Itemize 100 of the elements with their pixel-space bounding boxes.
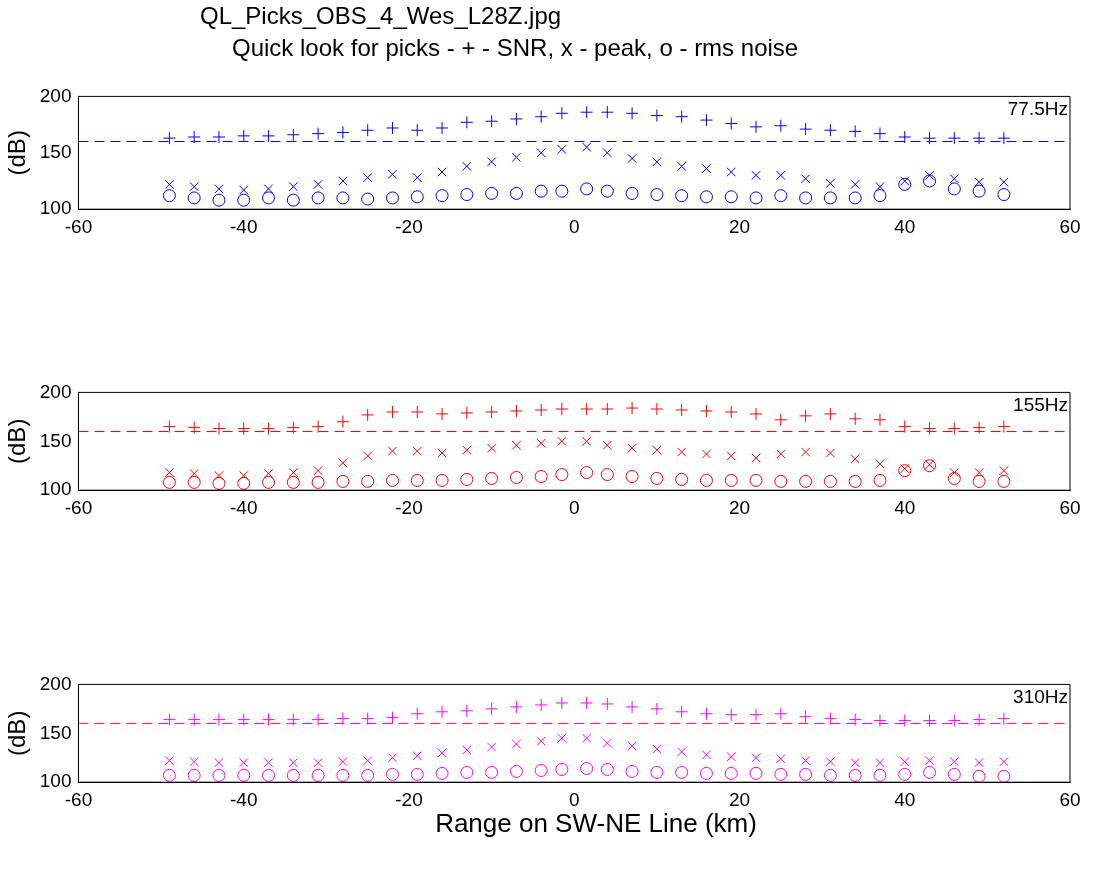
- point: [675, 705, 689, 719]
- point: [699, 707, 713, 721]
- point: [536, 736, 546, 746]
- point: [361, 768, 375, 782]
- point: [311, 191, 325, 205]
- point: [462, 161, 472, 172]
- point: [974, 177, 984, 187]
- point: [311, 127, 325, 141]
- point: [652, 744, 662, 754]
- point: [162, 131, 176, 145]
- point: [361, 408, 375, 422]
- point: [749, 191, 763, 205]
- point: [437, 448, 447, 458]
- point: [699, 113, 713, 127]
- point: [262, 129, 276, 143]
- point: [237, 193, 251, 207]
- point: [336, 415, 350, 429]
- point: [675, 189, 689, 203]
- point: [898, 420, 912, 434]
- point: [162, 713, 176, 727]
- point: [239, 757, 249, 768]
- point: [923, 174, 937, 188]
- point: [187, 768, 201, 782]
- point: [580, 105, 594, 119]
- point: [898, 714, 912, 728]
- point: [581, 142, 592, 152]
- point: [385, 405, 399, 419]
- point: [701, 449, 712, 459]
- point: [823, 474, 837, 488]
- point: [650, 765, 664, 779]
- point: [972, 184, 986, 198]
- point: [627, 443, 637, 453]
- point: [534, 698, 548, 712]
- point: [509, 764, 523, 778]
- x-tick-label: -40: [230, 496, 258, 518]
- point: [288, 467, 299, 478]
- point: [898, 464, 912, 478]
- point: [534, 110, 548, 124]
- point: [311, 713, 325, 727]
- y-tick-label: 150: [39, 141, 72, 163]
- point: [555, 184, 569, 198]
- point: [749, 708, 763, 722]
- point: [900, 176, 910, 186]
- point: [555, 468, 569, 482]
- point: [212, 713, 226, 727]
- point: [485, 114, 499, 128]
- point: [237, 476, 251, 490]
- point: [898, 767, 912, 781]
- y-tick-label: 200: [39, 84, 72, 106]
- point: [997, 131, 1011, 145]
- point: [462, 745, 472, 755]
- point: [650, 471, 664, 485]
- point: [974, 467, 984, 478]
- point: [189, 468, 199, 479]
- x-tick-label: 40: [894, 496, 916, 518]
- point: [924, 755, 935, 766]
- point: [776, 753, 786, 764]
- point: [263, 757, 274, 768]
- point: [385, 121, 399, 135]
- point: [799, 767, 813, 781]
- point: [850, 757, 860, 768]
- x-axis-title: Range on SW-NE Line (km): [434, 808, 758, 839]
- point: [460, 406, 474, 420]
- point: [999, 465, 1009, 476]
- point: [600, 697, 614, 711]
- point: [625, 470, 639, 484]
- point: [823, 123, 837, 137]
- point: [286, 713, 300, 727]
- point: [949, 467, 960, 478]
- point: [509, 112, 523, 126]
- point: [774, 413, 788, 427]
- point: [262, 475, 276, 489]
- point: [486, 443, 497, 453]
- point: [286, 475, 300, 489]
- x-tick-label: 20: [728, 215, 751, 237]
- point: [162, 189, 176, 203]
- point: [726, 451, 736, 461]
- point: [412, 751, 423, 761]
- point: [164, 467, 175, 478]
- point: [724, 116, 738, 130]
- point: [800, 174, 811, 184]
- point: [751, 453, 761, 463]
- point: [435, 189, 449, 203]
- point: [557, 733, 567, 743]
- point: [237, 422, 251, 436]
- point: [602, 148, 613, 158]
- point: [652, 157, 662, 167]
- point: [435, 473, 449, 487]
- point: [336, 474, 350, 488]
- point: [187, 130, 201, 144]
- point: [239, 185, 249, 195]
- point: [212, 768, 226, 782]
- point: [675, 765, 689, 779]
- point: [823, 407, 837, 421]
- point: [336, 712, 350, 726]
- point: [460, 704, 474, 718]
- point: [361, 123, 375, 137]
- point: [749, 473, 763, 487]
- point: [263, 184, 274, 194]
- point: [997, 188, 1011, 202]
